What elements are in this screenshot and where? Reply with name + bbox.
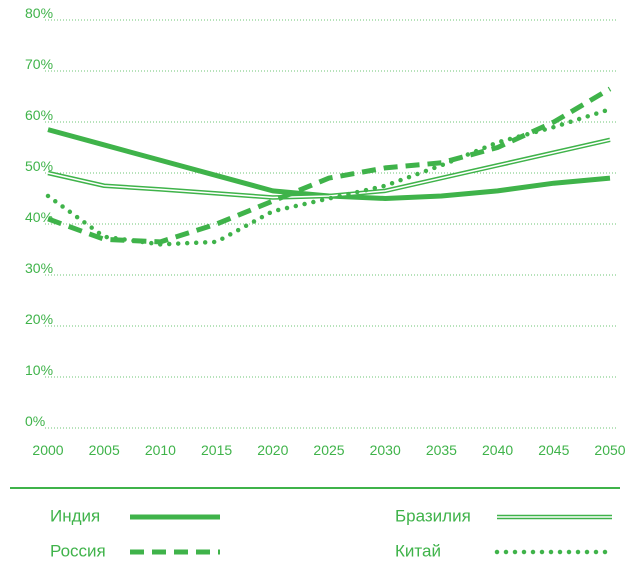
legend-label: Китай [395,541,441,560]
x-tick-label: 2050 [594,442,625,458]
y-tick-label: 10% [25,362,53,378]
x-tick-label: 2000 [32,442,63,458]
x-tick-label: 2015 [201,442,232,458]
line-inner [47,139,611,199]
line [47,86,612,245]
legend-label: Бразилия [395,506,471,525]
x-tick-label: 2010 [145,442,176,458]
y-tick-label: 70% [25,56,53,72]
x-tick-label: 2020 [257,442,288,458]
x-tick-label: 2030 [370,442,401,458]
legend-label: Индия [50,506,100,525]
y-tick-label: 40% [25,209,53,225]
x-tick-label: 2025 [313,442,344,458]
x-tick-label: 2045 [538,442,569,458]
y-tick-label: 30% [25,260,53,276]
y-tick-label: 50% [25,158,53,174]
y-tick-label: 80% [25,5,53,21]
x-tick-label: 2005 [89,442,120,458]
legend-label: Россия [50,541,106,560]
x-tick-label: 2035 [426,442,457,458]
y-tick-label: 60% [25,107,53,123]
y-tick-label: 0% [25,413,45,429]
line [45,107,613,247]
y-tick-label: 20% [25,311,53,327]
x-tick-label: 2040 [482,442,513,458]
